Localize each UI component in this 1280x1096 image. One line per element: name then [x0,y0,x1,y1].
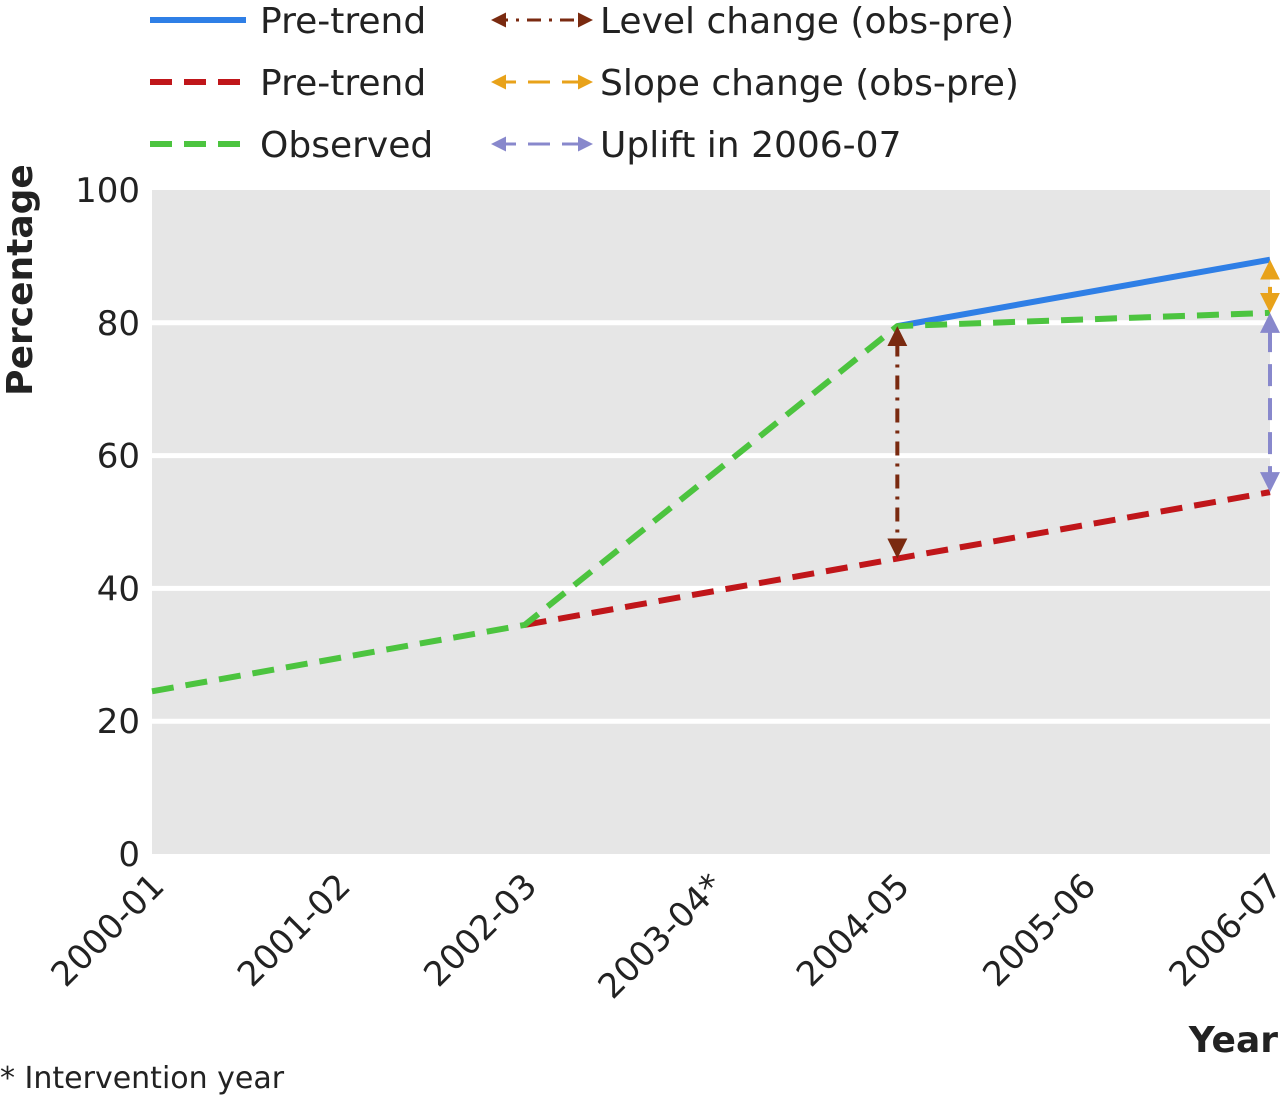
legend: Pre-trend Pre-trend Observed Level change (… [150,1,1019,166]
series-line-pre-trend-solid [896,256,1271,330]
x-tick-label-2003-04: 2003-04* [591,866,732,1007]
legend-label-pre-trend-0: Pre-trend [260,1,426,42]
x-tick-label-2002-03: 2002-03 [416,866,545,995]
y-tick-label-40: 40 [97,569,140,609]
legend-label-pre-trend-1: Pre-trend [260,63,426,104]
legend-label-uplift-in-2006-07-5: Uplift in 2006-07 [600,125,901,166]
y-axis-title: Percentage [0,164,41,396]
y-tick-label-100: 100 [75,171,140,211]
gridlines [152,320,1270,724]
x-axis-title: Year [1188,1020,1278,1061]
footnote: * Intervention year [0,1061,285,1096]
annotation-arrows [887,259,1280,559]
x-tick-label-2000-01: 2000-01 [44,866,173,995]
y-tick-label-0: 0 [118,835,140,875]
x-tick-label-2001-02: 2001-02 [230,866,359,995]
legend-label-slope-change-obs-pre-4: Slope change (obs-pre) [600,63,1019,104]
legend-label-level-change-obs-pre-3: Level change (obs-pre) [600,1,1014,42]
y-tick-label-20: 20 [97,702,140,742]
x-tick-label-2005-06: 2005-06 [975,866,1104,995]
y-tick-label-60: 60 [97,437,140,477]
x-tick-label-2006-07: 2006-07 [1162,866,1280,995]
y-tick-label-80: 80 [97,304,140,344]
x-axis-ticks: 2000-01 2001-02 2002-03 2003-04* 2004-05 2005… [44,854,1280,1007]
x-tick-label-2004-05: 2004-05 [789,866,918,995]
y-axis-ticks: 0 20 40 60 80 100 [75,171,140,875]
legend-label-observed-2: Observed [260,125,433,166]
plot-background [152,190,1270,854]
